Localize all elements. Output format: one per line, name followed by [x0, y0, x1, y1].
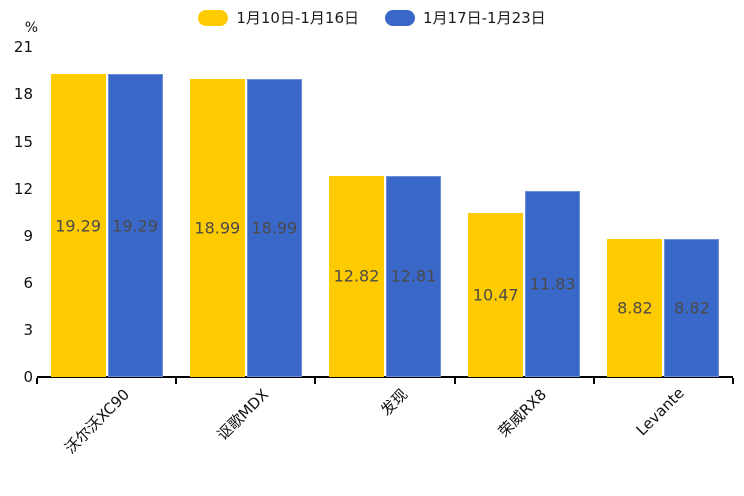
- bar-blue-荣威RX8[interactable]: 11.83: [525, 191, 581, 377]
- bar-yellow-Levante[interactable]: 8.82: [607, 238, 663, 377]
- bar-blue-Levante[interactable]: 8.82: [664, 238, 720, 377]
- legend-label-week1: 1月10日-1月16日: [236, 9, 359, 27]
- category-label-讴歌MDX: 讴歌MDX: [213, 385, 272, 444]
- bar-yellow-沃尔沃XC90[interactable]: 19.29: [50, 74, 106, 377]
- y-tick-label-3: 3: [23, 320, 33, 339]
- category-label-荣威RX8: 荣威RX8: [494, 385, 551, 441]
- bar-value-label: 19.29: [112, 216, 158, 236]
- bar-value-label: 19.29: [55, 216, 101, 236]
- legend: 1月10日-1月16日 1月17日-1月23日: [0, 7, 744, 28]
- bar-blue-讴歌MDX[interactable]: 18.99: [246, 78, 302, 377]
- category-label-Levante: Levante: [632, 384, 689, 440]
- bar-blue-发现[interactable]: 12.81: [386, 175, 441, 377]
- legend-item-week1[interactable]: 1月10日-1月16日: [198, 7, 359, 28]
- category-label-发现: 发现: [377, 385, 412, 420]
- x-axis-tick: [36, 378, 38, 384]
- x-axis-tick: [732, 378, 734, 384]
- legend-swatch-blue-icon: [385, 9, 415, 26]
- y-tick-label-21: 21: [13, 38, 33, 57]
- legend-label-week2: 1月17日-1月23日: [423, 9, 546, 27]
- bar-value-label: 8.82: [617, 298, 653, 318]
- bar-yellow-讴歌MDX[interactable]: 18.99: [189, 78, 245, 377]
- y-tick-label-0: 0: [23, 368, 33, 386]
- bar-blue-沃尔沃XC90[interactable]: 19.29: [107, 74, 163, 377]
- bar-value-label: 11.83: [529, 274, 576, 294]
- x-axis-tick: [175, 378, 178, 384]
- x-axis-tick: [314, 378, 317, 384]
- y-tick-label-12: 12: [13, 179, 33, 198]
- category-label-沃尔沃XC90: 沃尔沃XC90: [60, 385, 133, 458]
- bar-value-label: 12.81: [390, 266, 437, 286]
- bar-value-label: 18.99: [194, 218, 241, 238]
- legend-item-week2[interactable]: 1月17日-1月23日: [385, 7, 546, 28]
- x-axis-tick: [592, 378, 595, 384]
- bar-yellow-荣威RX8[interactable]: 10.47: [468, 212, 524, 377]
- y-tick-label-6: 6: [23, 273, 33, 292]
- y-tick-label-15: 15: [13, 132, 33, 151]
- bar-yellow-发现[interactable]: 12.82: [329, 175, 384, 377]
- x-axis-line: [37, 376, 733, 378]
- y-tick-label-9: 9: [23, 226, 33, 245]
- x-axis-tick: [453, 378, 456, 384]
- bar-value-label: 12.82: [333, 266, 380, 286]
- legend-swatch-yellow-icon: [198, 9, 229, 26]
- y-axis-unit-label: %: [24, 20, 38, 36]
- bar-value-label: 18.99: [251, 218, 298, 238]
- bar-value-label: 8.82: [674, 298, 710, 318]
- y-tick-label-18: 18: [13, 85, 33, 104]
- bar-value-label: 10.47: [472, 285, 519, 305]
